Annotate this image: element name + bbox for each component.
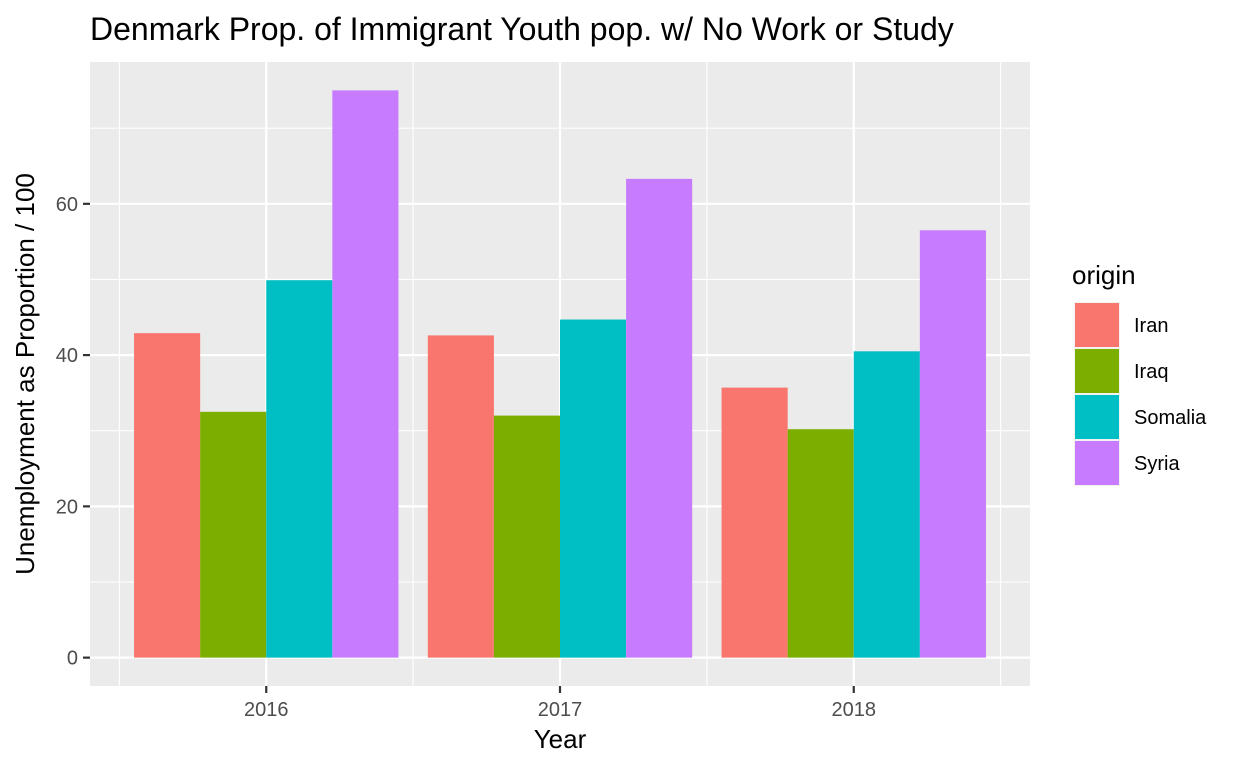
x-tick-label: 2018: [832, 699, 877, 721]
bar-iran-2016: [134, 333, 201, 658]
bar-syria-2017: [626, 178, 693, 658]
legend-label-somalia: Somalia: [1134, 407, 1207, 429]
bar-somalia-2016: [266, 280, 333, 658]
legend-label-syria: Syria: [1134, 453, 1180, 475]
legend-key-syria: [1075, 441, 1119, 485]
legend-label-iraq: Iraq: [1134, 361, 1168, 383]
y-tick-label: 0: [67, 648, 78, 670]
legend-label-iran: Iran: [1134, 315, 1168, 337]
y-tick-label: 20: [56, 496, 78, 518]
legend-key-iran: [1075, 303, 1119, 347]
chart-title: Denmark Prop. of Immigrant Youth pop. w/…: [90, 11, 954, 47]
legend-title: origin: [1072, 260, 1136, 290]
bar-iran-2017: [427, 335, 494, 658]
legend-key-somalia: [1075, 395, 1119, 439]
legend: origin Iran Iraq Somalia Syria: [1072, 260, 1207, 486]
x-tick-label: 2016: [244, 699, 289, 721]
bar-somalia-2017: [560, 319, 627, 658]
bar-syria-2016: [332, 90, 399, 658]
bars: [134, 90, 986, 658]
y-tick-label: 60: [56, 194, 78, 216]
bar-somalia-2018: [853, 351, 920, 658]
bar-iraq-2018: [787, 429, 854, 658]
y-axis-title: Unemployment as Proportion / 100: [10, 173, 40, 575]
x-axis-title: Year: [534, 724, 587, 754]
bar-iran-2018: [721, 387, 788, 658]
legend-key-iraq: [1075, 349, 1119, 393]
bar-iraq-2016: [200, 411, 267, 658]
y-tick-label: 40: [56, 345, 78, 367]
bar-syria-2018: [919, 230, 986, 658]
x-tick-label: 2017: [538, 699, 583, 721]
y-axis: 0 20 40 60: [56, 194, 90, 670]
bar-iraq-2017: [493, 415, 560, 658]
x-axis: 2016 2017 2018: [244, 686, 876, 721]
